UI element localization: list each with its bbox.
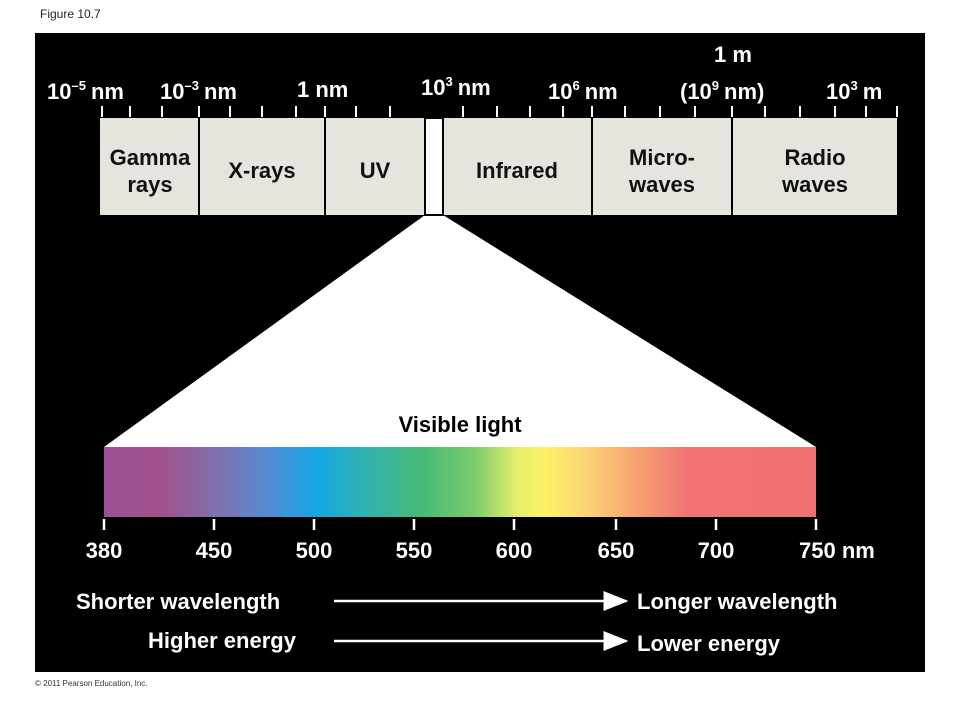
scale-label: 1 nm [297,77,348,102]
visible-tick-label: 700 [698,538,735,563]
visible-tick-label: 750 nm [799,538,875,563]
figure-label: Figure 10.7 [40,7,101,21]
unit: nm) [724,79,764,104]
arrow-from: Shorter wavelength [76,589,280,614]
scale-label: 103 m [826,78,882,104]
base: (10 [680,79,712,104]
band-label: waves [781,172,848,197]
unit: nm [91,79,124,104]
visible-tick-label: 550 [396,538,433,563]
base: 10 [421,75,445,100]
visible-tick-label: 600 [496,538,533,563]
visible-tick-label: 500 [296,538,333,563]
visible-strip [424,117,444,216]
exp: 9 [712,78,719,93]
arrow-to: Longer wavelength [637,589,837,614]
exp: 3 [850,78,857,93]
band-label: X-rays [228,158,295,183]
band-label: rays [127,172,172,197]
scale-label: 103 nm [421,74,491,100]
scale-label: 1 m [714,42,752,67]
base: 10 [47,79,71,104]
scale-label: 10–5 nm [47,78,124,104]
exp: –3 [184,78,198,93]
arrow-to: Lower energy [637,631,781,656]
unit: m [863,79,883,104]
spectrum-bar [100,118,897,215]
dividers [198,118,733,215]
copyright: © 2011 Pearson Education, Inc. [35,679,147,688]
band-label: Micro- [629,145,695,170]
base: 10 [160,79,184,104]
scale-label: (109 nm) [680,78,764,104]
band-label: Gamma [110,145,191,170]
visible-tick-label: 380 [86,538,123,563]
exp: 6 [572,78,579,93]
visible-spectrum [104,447,816,517]
scale-label: 106 nm [548,78,618,104]
exp: 3 [445,74,452,89]
visible-tick-label: 450 [196,538,233,563]
unit: nm [458,75,491,100]
arrow-from: Higher energy [148,628,297,653]
band-label: Radio [784,145,845,170]
visible-title: Visible light [398,412,522,437]
band-label: UV [360,158,391,183]
scale-label: 10–3 nm [160,78,237,104]
exp: –5 [71,78,85,93]
band-label: Infrared [476,158,558,183]
unit: nm [204,79,237,104]
base: 10 [548,79,572,104]
visible-zoom [104,215,816,447]
band-label: waves [628,172,695,197]
base: 10 [826,79,850,104]
visible-tick-label: 650 [598,538,635,563]
unit: nm [585,79,618,104]
